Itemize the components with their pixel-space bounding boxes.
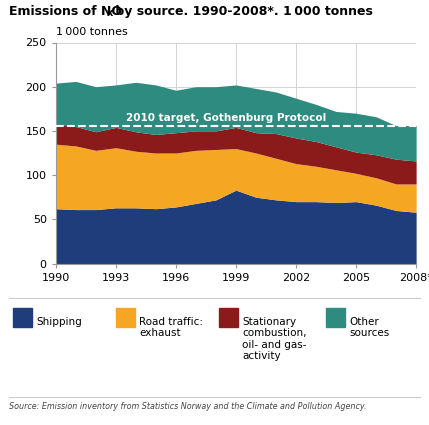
Text: 2010 target, Gothenburg Protocol: 2010 target, Gothenburg Protocol — [126, 113, 326, 123]
Text: Shipping: Shipping — [36, 317, 82, 327]
Text: x: x — [106, 8, 113, 18]
Text: by source. 1990-2008*. 1 000 tonnes: by source. 1990-2008*. 1 000 tonnes — [111, 5, 372, 18]
Text: 1 000 tonnes: 1 000 tonnes — [56, 27, 127, 37]
Text: Stationary
combustion,
oil- and gas-
activity: Stationary combustion, oil- and gas- act… — [242, 317, 307, 361]
Text: Other
sources: Other sources — [350, 317, 390, 338]
Text: Source: Emission inventory from Statistics Norway and the Climate and Pollution : Source: Emission inventory from Statisti… — [9, 402, 366, 411]
Text: Emissions of NO: Emissions of NO — [9, 5, 121, 18]
Text: Road traffic:
exhaust: Road traffic: exhaust — [139, 317, 203, 338]
